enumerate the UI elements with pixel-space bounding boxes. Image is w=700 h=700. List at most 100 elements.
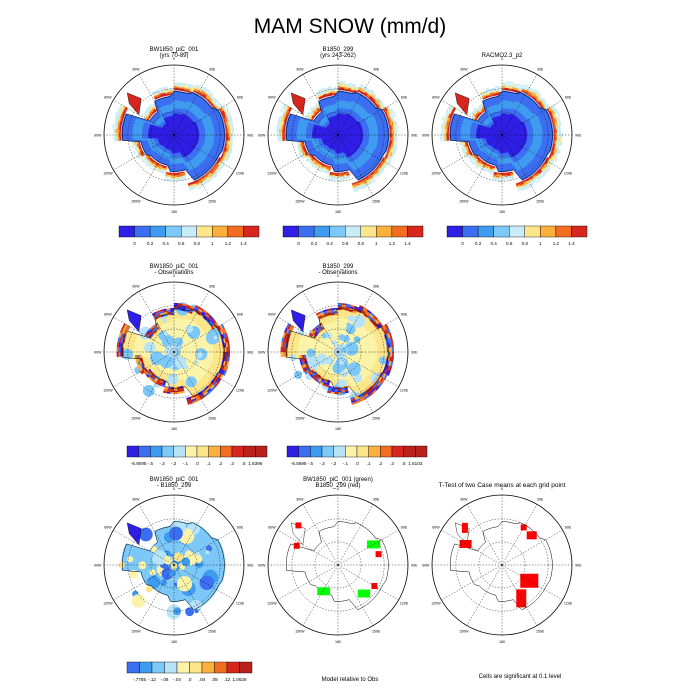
longitude-label: 120W xyxy=(431,602,441,606)
grid-cell xyxy=(149,569,156,576)
grid-cell xyxy=(549,159,554,164)
longitude-gridline xyxy=(302,351,339,413)
longitude-label: 30W xyxy=(132,67,140,71)
labelbar-label: .5 xyxy=(402,461,406,466)
grid-cell xyxy=(114,132,117,138)
longitude-gridline xyxy=(337,504,374,566)
labelbar-box xyxy=(345,225,361,238)
grid-cell xyxy=(538,175,543,180)
longitude-gridline xyxy=(173,99,235,136)
peninsula xyxy=(126,522,142,546)
grid-cell xyxy=(153,378,158,383)
panel-subtitle: - Observations xyxy=(318,270,357,276)
grid-cell xyxy=(280,132,282,138)
grid-cell xyxy=(475,165,479,169)
grid-cell xyxy=(221,106,225,112)
grid-cell xyxy=(120,347,123,352)
grid-cell xyxy=(387,370,391,376)
grid-cell xyxy=(367,391,373,396)
grid-cell xyxy=(174,86,178,89)
grid-cell xyxy=(318,169,322,173)
grid-cell xyxy=(144,113,148,117)
grid-cell xyxy=(221,163,226,169)
labelbar-box xyxy=(356,445,369,458)
grid-cell xyxy=(145,110,149,114)
grid-cell xyxy=(147,161,151,165)
longitude-label: 30W xyxy=(132,284,140,288)
grid-cell xyxy=(373,315,378,320)
grid-cell xyxy=(355,398,361,402)
grid-cell xyxy=(228,133,231,138)
grid-cell xyxy=(465,149,468,153)
labelbar: 0 0.2 0.4 0.6 0.8 1 1.2 1.4 xyxy=(446,225,588,246)
grid-cell xyxy=(228,136,231,142)
grid-cell xyxy=(140,153,144,157)
grid-cell xyxy=(532,92,537,96)
grid-cell xyxy=(353,187,358,191)
panel-title: RACMO2.3_p2 xyxy=(482,53,523,59)
grid-cell xyxy=(545,165,549,171)
labelbar-label: .1 xyxy=(207,461,211,466)
grid-cell xyxy=(385,329,390,335)
grid-cell xyxy=(488,88,493,92)
grid-cell xyxy=(327,387,332,390)
grid-cell xyxy=(551,105,556,111)
longitude-label: 60W xyxy=(432,95,440,99)
longitude-label: 30E xyxy=(209,67,216,71)
grid-cell xyxy=(221,369,226,376)
grid-cell xyxy=(520,185,526,189)
grid-cell xyxy=(149,332,153,336)
grid-cell xyxy=(214,102,218,107)
grid-cell xyxy=(179,176,184,179)
grid-cell xyxy=(553,148,557,153)
grid-cell xyxy=(136,152,140,156)
grid-cell xyxy=(231,128,235,134)
longitude-gridline xyxy=(501,564,538,626)
grid-cell xyxy=(159,354,174,369)
grid-cell xyxy=(514,89,519,92)
grid-cell xyxy=(179,174,183,177)
grid-cell xyxy=(392,352,395,358)
longitude-label: 90W xyxy=(258,351,266,355)
grid-cell xyxy=(206,312,211,317)
grid-cell xyxy=(207,93,212,98)
grid-cell xyxy=(299,149,302,154)
grid-cell xyxy=(219,324,224,330)
grid-cell xyxy=(539,100,543,105)
map-border xyxy=(431,64,573,206)
grid-cell xyxy=(375,166,380,171)
grid-cell xyxy=(554,113,558,118)
grid-cell xyxy=(372,383,378,389)
grid-cell xyxy=(214,168,219,173)
grid-cell xyxy=(542,102,546,107)
labelbar-box xyxy=(164,661,178,674)
grid-cell xyxy=(203,174,209,178)
labelbar: -6.9095 -.5 -.3 -.2 -.1.0.1.2.3.5 1.6396 xyxy=(126,445,268,466)
grid-cell xyxy=(120,342,123,348)
latitude-gridline xyxy=(150,111,198,159)
grid-cell xyxy=(505,81,510,84)
grid-cell xyxy=(389,342,393,348)
labelbar-box xyxy=(403,445,416,458)
grid-cell xyxy=(385,365,389,371)
grid-cell xyxy=(198,179,203,183)
grid-cell xyxy=(184,83,189,87)
grid-cell xyxy=(213,381,218,387)
longitude-label: 0 xyxy=(337,274,339,278)
longitude-gridline xyxy=(337,316,399,353)
grid-cell xyxy=(539,171,544,176)
longitude-gridline xyxy=(337,529,399,566)
longitude-label: 180 xyxy=(171,210,177,214)
grid-cell xyxy=(474,162,478,166)
grid-cell xyxy=(374,379,379,384)
longitude-label: 180 xyxy=(499,210,505,214)
grid-cell xyxy=(194,609,199,614)
grid-cell xyxy=(315,164,319,168)
grid-cell xyxy=(205,330,220,345)
labelbar-label: -.1 xyxy=(343,461,349,466)
significance-note: Cells are significant at 0.1 level xyxy=(479,674,562,680)
grid-cell xyxy=(158,383,163,387)
grid-cell xyxy=(495,177,500,180)
longitude-label: 120E xyxy=(236,389,245,393)
grid-cell xyxy=(528,184,534,188)
